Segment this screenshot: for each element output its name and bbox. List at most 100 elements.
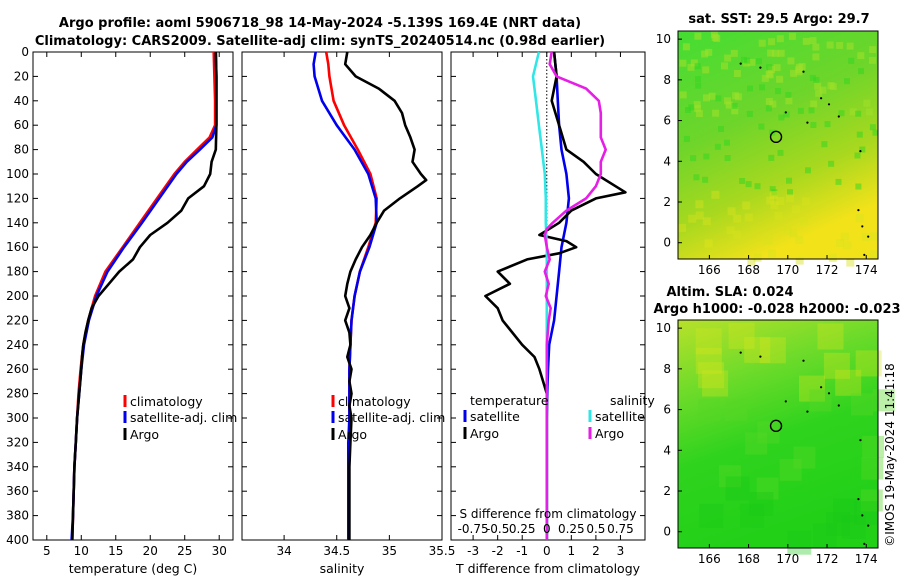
- y-tick-label: 400: [6, 533, 29, 547]
- map-cell: [783, 226, 792, 235]
- island-dot: [863, 253, 866, 256]
- map-cell: [844, 78, 850, 85]
- x-tick-label: 35: [382, 544, 397, 558]
- map-cell: [704, 239, 713, 248]
- island-dot: [867, 235, 870, 238]
- map-cell: [767, 49, 775, 57]
- y-tick-label: 8: [663, 362, 671, 376]
- sla-map-title-line1: Altim. SLA: 0.024: [667, 285, 794, 300]
- series-line-argo: [71, 51, 218, 541]
- map-cell: [863, 99, 871, 107]
- y-tick-label: 2: [663, 195, 671, 209]
- map-cell: [761, 74, 769, 82]
- x-axis-label: temperature (deg C): [69, 561, 198, 576]
- y-tick-label: 140: [6, 216, 29, 230]
- map-cell: [827, 82, 835, 90]
- map-cell: [779, 458, 802, 481]
- sla-map: 166 168 170 172 174 0 2 4 6 8 10: [656, 319, 895, 566]
- y-tick-label: 60: [14, 118, 29, 132]
- y-tick-label: 6: [663, 403, 671, 417]
- map-cell: [690, 59, 698, 67]
- map-field: [678, 320, 878, 548]
- s-tick-label: 0.25: [509, 522, 536, 536]
- argo-position-marker: [769, 130, 783, 144]
- y-tick-label: 0: [663, 236, 671, 250]
- map-cell: [695, 211, 704, 220]
- map-cell: [828, 160, 835, 167]
- map-cell: [828, 253, 837, 262]
- map-cell: [817, 323, 844, 350]
- map-cell: [748, 58, 756, 66]
- map-cell: [854, 152, 861, 159]
- map-frame: [677, 30, 879, 260]
- map-cell: [693, 104, 701, 112]
- map-cell: [758, 39, 766, 47]
- map-cell: [776, 197, 785, 205]
- x-tick-label: 35.5: [429, 544, 456, 558]
- map-cell: [851, 393, 873, 416]
- map-cell: [718, 465, 741, 488]
- map-cell: [870, 232, 879, 241]
- x-tick-label: -3: [467, 544, 479, 558]
- map-cell: [785, 97, 793, 105]
- map-cell: [711, 190, 720, 199]
- map-cell: [855, 350, 882, 377]
- y-tick-label: 160: [6, 240, 29, 254]
- map-cell: [861, 457, 884, 480]
- map-cell: [869, 56, 876, 64]
- map-cell: [745, 432, 768, 455]
- map-cell: [739, 178, 746, 184]
- map-cell: [756, 58, 762, 65]
- series-line-argo: [343, 51, 428, 540]
- map-cell: [682, 43, 690, 51]
- map-cell: [768, 38, 776, 46]
- map-cell: [725, 101, 733, 109]
- x-tick-label: 34: [276, 544, 291, 558]
- s-tick-label: 0.75: [607, 522, 634, 536]
- map-cell: [812, 523, 837, 548]
- map-cell: [808, 107, 815, 114]
- y-tick-label: 320: [6, 435, 29, 449]
- map-cell: [773, 64, 781, 72]
- map-cell: [858, 68, 864, 75]
- y-tick-label: 260: [6, 362, 29, 376]
- map-cell: [695, 110, 703, 117]
- map-cell: [724, 54, 732, 62]
- map-cell: [849, 108, 857, 116]
- map-cell: [730, 49, 738, 57]
- map-cell: [693, 174, 700, 181]
- sst-map: 166 168 170 172 174 0 2 4 6 8 10: [656, 30, 879, 277]
- s-tick-label: 0: [543, 522, 551, 536]
- map-cell: [744, 57, 751, 64]
- map-cell: [769, 190, 778, 199]
- map-cell: [787, 189, 793, 196]
- x-tick-label: 2: [592, 544, 600, 558]
- map-cell: [823, 352, 850, 379]
- island-dot: [784, 111, 787, 114]
- timestamp: ©IMOS 19-May-2024 11:41:18: [883, 363, 897, 547]
- map-cell: [718, 126, 724, 132]
- y-tick-label: 20: [14, 69, 29, 83]
- map-cell: [744, 336, 771, 363]
- y-tick-label: 240: [6, 338, 29, 352]
- axes-frame: [32, 51, 234, 541]
- map-cell: [690, 155, 697, 162]
- map-cell: [694, 32, 702, 40]
- map-cell: [825, 512, 850, 536]
- map-cell: [833, 498, 857, 523]
- map-cell: [809, 74, 816, 81]
- map-cell: [715, 95, 722, 102]
- map-cell: [695, 328, 722, 355]
- map-cell: [859, 146, 866, 153]
- map-cell: [703, 94, 710, 102]
- x-tick-label: 170: [776, 263, 799, 277]
- map-cell: [814, 82, 822, 90]
- x-tick-label: 25: [177, 544, 192, 558]
- map-cell: [732, 92, 740, 100]
- map-cell: [731, 103, 738, 109]
- map-cell: [766, 196, 775, 205]
- map-cell: [702, 370, 729, 397]
- y-tick-label: 180: [6, 265, 29, 279]
- series-line-climatology: [71, 51, 217, 541]
